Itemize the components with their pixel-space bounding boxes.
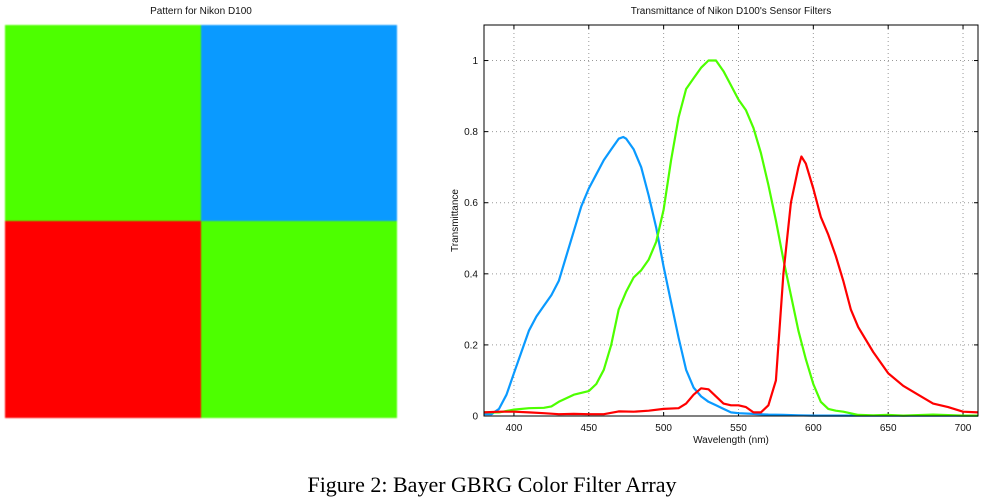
series-line-red xyxy=(483,155,979,416)
y-tick-label: 0.2 xyxy=(464,340,478,351)
pattern-title: Pattern for Nikon D100 xyxy=(150,6,252,17)
bayer-pattern xyxy=(5,25,397,418)
y-tick-label: 0.4 xyxy=(464,269,478,280)
pattern-cell-g xyxy=(201,221,397,418)
series-line-blue xyxy=(484,135,978,417)
x-tick-label: 400 xyxy=(506,423,523,434)
x-tick-label: 600 xyxy=(805,423,822,434)
figure-caption: Figure 2: Bayer GBRG Color Filter Array xyxy=(307,472,677,497)
pattern-cell-b xyxy=(201,25,397,221)
y-tick-label: 0.6 xyxy=(464,198,478,209)
series-line-green xyxy=(484,59,978,417)
x-tick-label: 650 xyxy=(880,423,897,434)
plot-area xyxy=(484,25,978,416)
pattern-cell-r xyxy=(5,221,201,418)
x-tick-label: 450 xyxy=(580,423,597,434)
y-tick-label: 0.8 xyxy=(464,127,478,138)
y-axis-label: Transmittance xyxy=(450,189,461,252)
plot-frame xyxy=(483,24,979,417)
y-tick-label: 0 xyxy=(472,412,478,423)
x-axis-label: Wavelength (nm) xyxy=(693,435,769,446)
transmittance-chart: 400 450 500 550 600 650 700 0 0.2 0.4 0.6 0.8 1 Wavel… xyxy=(450,24,979,446)
chart-title: Transmittance of Nikon D100's Sensor Fil… xyxy=(630,6,832,17)
y-tick-label: 1 xyxy=(472,56,478,67)
pattern-cell-g xyxy=(5,25,201,221)
x-tick-label: 700 xyxy=(955,423,972,434)
x-tick-label: 500 xyxy=(655,423,672,434)
x-tick-label: 550 xyxy=(730,423,747,434)
